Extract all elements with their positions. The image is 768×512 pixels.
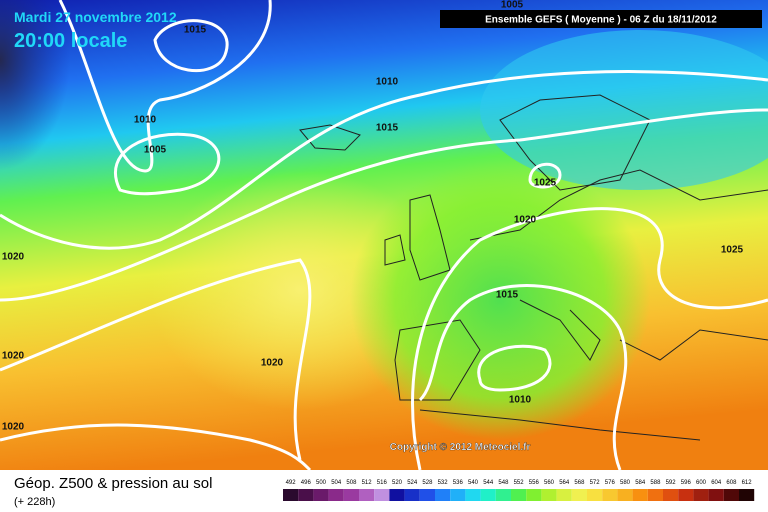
legend-label: 596 bbox=[681, 480, 692, 486]
legend-swatch bbox=[602, 489, 618, 501]
legend-swatch bbox=[647, 489, 663, 501]
legend-label: 572 bbox=[590, 480, 601, 486]
legend-swatch bbox=[663, 489, 679, 501]
copyright: Copyright © 2012 Meteociel.fr bbox=[390, 442, 531, 453]
legend-label: 584 bbox=[635, 480, 646, 486]
legend-label: 496 bbox=[301, 480, 312, 486]
legend-swatch bbox=[435, 489, 451, 501]
legend-swatch bbox=[571, 489, 587, 501]
legend-swatch bbox=[541, 489, 557, 501]
legend-label: 552 bbox=[514, 480, 525, 486]
legend-label: 512 bbox=[362, 480, 373, 486]
legend-swatch bbox=[511, 489, 527, 501]
legend-label: 556 bbox=[529, 480, 540, 486]
isobar-label: 1005 bbox=[144, 145, 167, 156]
isobar-label: 1020 bbox=[2, 351, 25, 362]
legend-swatch bbox=[283, 489, 299, 501]
footer-title: Géop. Z500 & pression au sol bbox=[14, 475, 212, 492]
legend-label: 568 bbox=[574, 480, 585, 486]
date: Mardi 27 novembre 2012 bbox=[14, 9, 177, 25]
legend-swatch bbox=[328, 489, 344, 501]
isobar-label: 1020 bbox=[2, 252, 25, 263]
isobar-label: 1010 bbox=[134, 115, 157, 126]
legend-label: 528 bbox=[422, 480, 433, 486]
legend-label: 580 bbox=[620, 480, 631, 486]
legend-swatch bbox=[693, 489, 709, 501]
isobar-label: 1020 bbox=[514, 215, 537, 226]
color-legend: 492 496 500 504 508 512 516 520 524 528 532 536 540 5… bbox=[283, 480, 755, 501]
legend-swatch bbox=[739, 489, 755, 501]
legend-label: 564 bbox=[559, 480, 570, 486]
legend-swatch bbox=[480, 489, 496, 501]
legend-label: 604 bbox=[711, 480, 722, 486]
legend-label: 520 bbox=[392, 480, 403, 486]
legend-label: 600 bbox=[696, 480, 707, 486]
legend-swatch bbox=[313, 489, 329, 501]
isobar-label: 1010 bbox=[376, 77, 399, 88]
legend-swatch bbox=[343, 489, 359, 501]
legend-label: 576 bbox=[605, 480, 616, 486]
legend-swatch bbox=[617, 489, 633, 501]
isobars bbox=[0, 0, 768, 470]
legend-swatch bbox=[723, 489, 739, 501]
legend-swatch bbox=[465, 489, 481, 501]
legend-swatch bbox=[450, 489, 466, 501]
legend-swatch bbox=[708, 489, 724, 501]
isobar-label: 1015 bbox=[496, 290, 519, 301]
legend-label: 532 bbox=[438, 480, 449, 486]
legend-swatch bbox=[556, 489, 572, 501]
legend-label: 492 bbox=[286, 480, 297, 486]
legend-label: 592 bbox=[666, 480, 677, 486]
legend-label: 536 bbox=[453, 480, 464, 486]
legend-swatch bbox=[419, 489, 435, 501]
field-blob bbox=[350, 160, 650, 440]
legend-label: 500 bbox=[316, 480, 327, 486]
legend-swatch bbox=[298, 489, 314, 501]
isobar-label: 1020 bbox=[2, 422, 25, 433]
legend-swatch bbox=[495, 489, 511, 501]
low-area bbox=[0, 0, 70, 170]
isobar-label: 1015 bbox=[376, 123, 399, 134]
legend-label: 560 bbox=[544, 480, 555, 486]
isobar-label: 1025 bbox=[721, 245, 744, 256]
run-info: Ensemble GEFS ( Moyenne ) - 06 Z du 18/1… bbox=[485, 15, 717, 26]
legend-swatch bbox=[587, 489, 603, 501]
lead-time: (+ 228h) bbox=[14, 496, 55, 508]
legend-swatch bbox=[389, 489, 405, 501]
legend-label: 544 bbox=[483, 480, 494, 486]
isobar-label: 1010 bbox=[509, 395, 532, 406]
legend-label: 516 bbox=[377, 480, 388, 486]
isobar-label: 1005 bbox=[501, 0, 524, 11]
legend-swatch bbox=[374, 489, 390, 501]
legend-label: 612 bbox=[742, 480, 753, 486]
legend-label: 548 bbox=[498, 480, 509, 486]
legend-label: 504 bbox=[331, 480, 342, 486]
legend-label: 608 bbox=[726, 480, 737, 486]
legend-swatch bbox=[404, 489, 420, 501]
isobar-labels: 1005 1015 1010 1005 1010 1015 1025 1020 1025 1015… bbox=[2, 0, 744, 433]
isobar-label: 1020 bbox=[261, 358, 284, 369]
legend-swatch bbox=[678, 489, 694, 501]
legend-label: 524 bbox=[407, 480, 418, 486]
legend-label: 540 bbox=[468, 480, 479, 486]
legend-swatch bbox=[359, 489, 375, 501]
run-box bbox=[440, 10, 762, 28]
legend-swatch bbox=[632, 489, 648, 501]
field-blob bbox=[480, 30, 768, 190]
time: 20:00 locale bbox=[14, 30, 127, 52]
legend-label: 588 bbox=[650, 480, 661, 486]
legend-swatch bbox=[526, 489, 542, 501]
isobar-label: 1015 bbox=[184, 25, 207, 36]
legend-label: 508 bbox=[346, 480, 357, 486]
isobar-label: 1025 bbox=[534, 178, 557, 189]
